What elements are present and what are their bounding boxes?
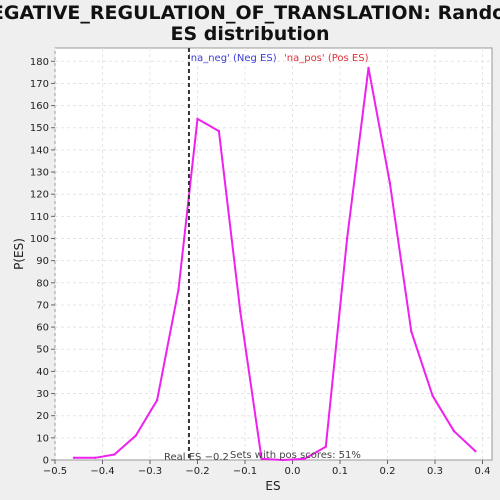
data-point — [196, 117, 199, 121]
grid-lines — [54, 48, 492, 460]
x-tick-label: −0.4 — [90, 466, 114, 477]
data-point — [324, 445, 327, 448]
y-tick-label: 10 — [36, 433, 49, 444]
real-es-label: Real ES −0.2 — [164, 452, 229, 463]
y-tick-label: 0 — [43, 456, 49, 467]
chart-title-line2: ES distribution — [171, 23, 330, 45]
y-tick-label: 110 — [30, 212, 49, 223]
y-axis: 0 10 20 30 40 50 60 70 80 90 100 110 120 130 140 150 160… — [30, 57, 55, 467]
y-tick-label: 160 — [30, 101, 49, 112]
legend-neg-label: 'na_neg' (Neg ES) — [188, 53, 277, 64]
chart-title-line1: NEGATIVE_REGULATION_OF_TRANSLATION: Rand… — [0, 2, 500, 24]
y-axis-label: P(ES) — [12, 238, 26, 270]
y-tick-label: 70 — [36, 300, 49, 311]
series-line — [74, 66, 477, 461]
data-point — [94, 456, 97, 459]
legend-pos-label: 'na_pos' (Pos ES) — [284, 53, 369, 64]
y-tick-label: 180 — [30, 57, 49, 68]
x-tick-label: −0.5 — [43, 466, 67, 477]
data-point — [388, 181, 392, 185]
y-tick-label: 150 — [30, 123, 49, 134]
data-point — [474, 449, 477, 453]
x-tick-label: 0.1 — [332, 466, 348, 477]
x-axis: −0.5 −0.4 −0.3 −0.2 −0.1 0.0 0.1 0.2 0.3 0.4 — [43, 460, 491, 477]
y-tick-label: 140 — [30, 145, 49, 156]
data-point — [217, 129, 221, 133]
data-point — [177, 288, 180, 291]
data-point — [452, 430, 456, 433]
data-point — [72, 456, 76, 459]
data-point — [260, 457, 263, 461]
y-tick-label: 120 — [30, 190, 49, 201]
y-tick-label: 130 — [30, 168, 49, 179]
y-tick-label: 100 — [30, 234, 49, 245]
data-point — [303, 457, 306, 461]
y-tick-label: 50 — [36, 345, 49, 356]
data-point — [345, 237, 349, 240]
y-tick-label: 60 — [36, 323, 49, 334]
y-tick-label: 80 — [36, 278, 49, 289]
x-tick-label: −0.2 — [185, 466, 209, 477]
x-axis-label: ES — [265, 479, 280, 493]
x-tick-label: 0.4 — [475, 466, 491, 477]
y-tick-label: 170 — [30, 79, 49, 90]
data-point — [155, 398, 159, 402]
data-point — [410, 330, 413, 333]
data-point — [239, 310, 242, 313]
y-tick-label: 90 — [36, 256, 49, 267]
series-group — [72, 66, 477, 462]
data-point — [113, 453, 116, 456]
x-tick-label: 0.2 — [380, 466, 396, 477]
x-tick-label: 0.3 — [427, 466, 443, 477]
x-tick-label: −0.3 — [138, 466, 162, 477]
x-tick-label: 0.0 — [285, 466, 301, 477]
y-tick-label: 40 — [36, 367, 49, 378]
data-point — [281, 458, 285, 462]
y-tick-label: 30 — [36, 389, 49, 400]
y-tick-label: 20 — [36, 411, 49, 422]
plot-area — [54, 47, 493, 461]
pos-scores-annotation: Sets with pos scores: 51% — [230, 450, 361, 461]
data-point — [431, 394, 434, 397]
data-point — [367, 66, 370, 70]
x-tick-label: −0.1 — [233, 466, 257, 477]
data-point — [134, 434, 137, 437]
